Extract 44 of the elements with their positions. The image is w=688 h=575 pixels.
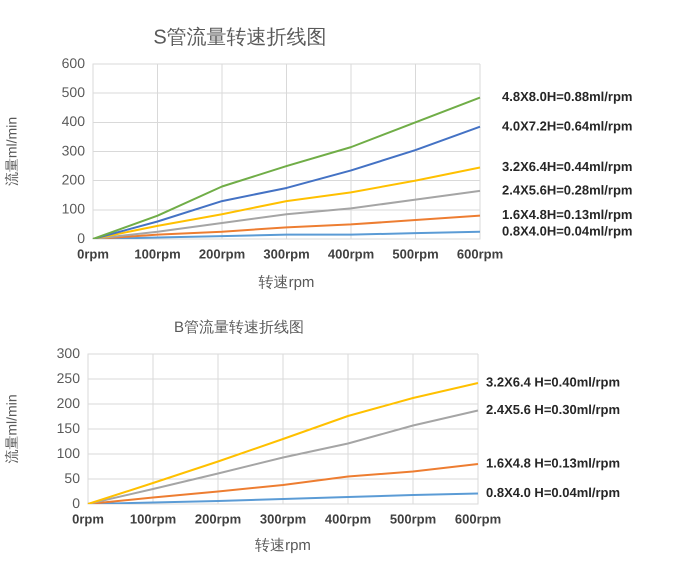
series-label: 4.8X8.0H=0.88ml/rpm [502, 89, 632, 104]
series-label: 3.2X6.4 H=0.40ml/rpm [486, 374, 620, 390]
y-tick-label: 200 [56, 394, 80, 411]
series-label: 1.6X4.8H=0.13ml/rpm [502, 207, 632, 222]
y-tick-label: 400 [62, 113, 86, 130]
chart-title: S管流量转速折线图 [153, 26, 327, 49]
y-tick-label: 600 [62, 54, 86, 71]
y-tick-label: 100 [56, 444, 80, 461]
x-tick-label: 0rpm [72, 511, 104, 526]
y-tick-label: 200 [62, 172, 86, 188]
y-axis-title: 流量ml/min [3, 116, 20, 186]
y-tick-label: 500 [62, 84, 86, 100]
y-tick-label: 150 [56, 420, 80, 436]
x-tick-label: 600rpm [454, 511, 502, 526]
series-label: 2.4X5.6 H=0.30ml/rpm [486, 402, 620, 418]
x-tick-label: 500rpm [392, 246, 439, 262]
x-tick-label: 300rpm [260, 511, 306, 526]
y-tick-label: 250 [56, 370, 80, 386]
y-tick-label: 100 [62, 200, 86, 217]
x-tick-label: 0rpm [77, 246, 109, 262]
chart-title: B管流量转速折线图 [174, 319, 304, 336]
series-label: 2.4X5.6H=0.28ml/rpm [502, 182, 632, 198]
series-label: 0.8X4.0 H=0.04ml/rpm [486, 485, 620, 500]
x-tick-label: 100rpm [134, 246, 181, 262]
series-label: 0.8X4.0H=0.04ml/rpm [502, 223, 632, 238]
x-tick-label: 200rpm [198, 246, 246, 262]
x-tick-label: 100rpm [130, 511, 176, 526]
y-tick-label: 0 [72, 494, 80, 511]
x-tick-label: 200rpm [194, 511, 242, 526]
x-tick-label: 400rpm [328, 246, 374, 262]
x-tick-label: 400rpm [324, 511, 372, 526]
x-tick-label: 300rpm [263, 246, 310, 262]
series-label: 3.2X6.4H=0.44ml/rpm [502, 159, 632, 174]
y-tick-label: 300 [56, 344, 80, 361]
x-axis-title: 转速rpm [258, 274, 314, 292]
x-tick-label: 600rpm [456, 246, 504, 262]
y-tick-label: 50 [64, 470, 80, 486]
series-label: 4.0X7.2H=0.64ml/rpm [502, 118, 632, 134]
y-tick-label: 0 [77, 230, 86, 246]
x-tick-label: 500rpm [390, 511, 436, 526]
series-label: 1.6X4.8 H=0.13ml/rpm [486, 456, 620, 471]
y-tick-label: 300 [62, 142, 86, 158]
x-axis-title: 转速rpm [255, 537, 311, 554]
y-axis-title: 流量ml/min [3, 394, 20, 464]
